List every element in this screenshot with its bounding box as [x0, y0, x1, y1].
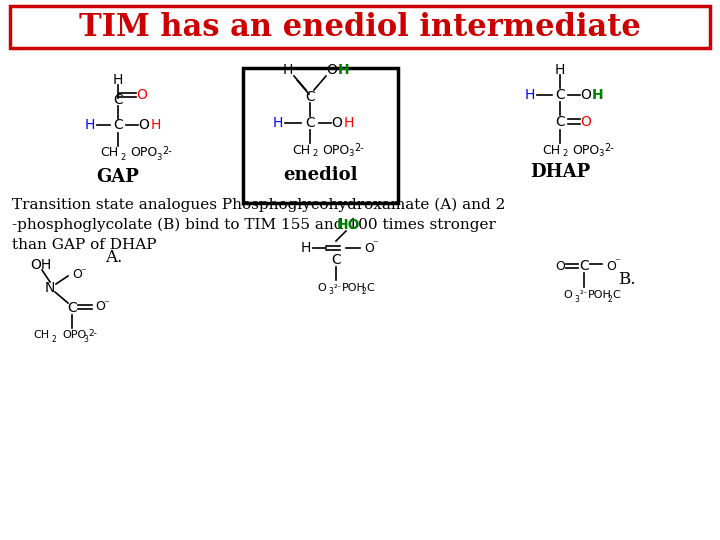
Text: OPO: OPO	[322, 144, 349, 157]
Text: O: O	[318, 283, 326, 293]
Text: O: O	[364, 241, 374, 254]
Text: 3: 3	[83, 334, 88, 343]
Text: H: H	[301, 241, 311, 255]
Text: H: H	[525, 88, 535, 102]
Text: POH: POH	[342, 283, 366, 293]
Text: 2: 2	[362, 287, 366, 296]
Text: 2: 2	[608, 294, 613, 303]
Text: 3: 3	[574, 294, 579, 303]
Text: H: H	[273, 116, 283, 130]
Text: TIM has an enediol intermediate: TIM has an enediol intermediate	[79, 11, 641, 43]
Text: 2-: 2-	[354, 143, 364, 153]
Text: 3: 3	[348, 150, 354, 159]
Text: GAP: GAP	[96, 168, 140, 186]
Text: H: H	[555, 63, 565, 77]
Text: ⁻: ⁻	[614, 257, 620, 267]
Text: O: O	[580, 115, 591, 129]
Text: CH: CH	[292, 144, 310, 157]
Text: B.: B.	[618, 272, 636, 288]
Text: Transition state analogues Phosphoglycohydroxamate (A) and 2: Transition state analogues Phosphoglycoh…	[12, 198, 505, 212]
Bar	[10, 6, 710, 48]
Text: C: C	[67, 301, 77, 315]
Text: C: C	[305, 116, 315, 130]
Text: C: C	[113, 118, 123, 132]
Text: C: C	[366, 283, 374, 293]
Text: than GAP of DHAP: than GAP of DHAP	[12, 238, 156, 252]
Text: 2-: 2-	[88, 328, 97, 338]
Text: 3: 3	[328, 287, 333, 296]
Text: O: O	[137, 88, 148, 102]
Text: CH: CH	[100, 146, 118, 159]
Text: ²⁻: ²⁻	[334, 284, 343, 293]
Text: H: H	[113, 73, 123, 87]
Text: 3: 3	[598, 150, 603, 159]
Text: O: O	[563, 290, 572, 300]
Text: C: C	[555, 88, 565, 102]
Text: C: C	[331, 253, 341, 267]
Text: 2: 2	[52, 334, 57, 343]
Text: CH: CH	[542, 144, 560, 157]
Text: O: O	[332, 116, 343, 130]
Text: C: C	[555, 115, 565, 129]
Text: O: O	[580, 88, 591, 102]
Text: H: H	[85, 118, 95, 132]
Text: C: C	[113, 93, 123, 107]
Text: C: C	[612, 290, 620, 300]
Text: HO: HO	[336, 218, 360, 232]
Text: ²⁻: ²⁻	[580, 291, 588, 300]
Text: H: H	[150, 118, 161, 132]
Text: O: O	[95, 300, 105, 314]
Text: DHAP: DHAP	[530, 163, 590, 181]
Text: H: H	[592, 88, 604, 102]
Text: ⁻: ⁻	[80, 267, 86, 277]
Text: POH: POH	[588, 290, 612, 300]
Text: ⁻: ⁻	[103, 299, 109, 309]
Text: OPO: OPO	[572, 144, 599, 157]
Text: A.: A.	[105, 249, 122, 267]
Text: C: C	[579, 259, 589, 273]
Text: CH: CH	[34, 330, 50, 340]
Text: H: H	[338, 63, 350, 77]
Text: OPO: OPO	[130, 146, 157, 159]
Text: O: O	[327, 63, 338, 77]
Text: 2-: 2-	[604, 143, 613, 153]
Text: O: O	[555, 260, 565, 273]
Text: O: O	[72, 268, 82, 281]
Text: 3: 3	[156, 152, 161, 161]
Text: OH: OH	[30, 258, 51, 272]
Text: H: H	[344, 116, 354, 130]
Text: N: N	[45, 281, 55, 295]
Text: C: C	[305, 90, 315, 104]
Text: 2: 2	[562, 150, 567, 159]
Text: enediol: enediol	[283, 166, 357, 184]
Text: ⁻: ⁻	[372, 239, 378, 249]
Text: OPO: OPO	[62, 330, 86, 340]
Text: 2: 2	[312, 150, 318, 159]
Text: O: O	[138, 118, 150, 132]
Text: -phosphoglycolate (B) bind to TIM 155 and 100 times stronger: -phosphoglycolate (B) bind to TIM 155 an…	[12, 218, 496, 232]
Text: O: O	[606, 260, 616, 273]
Bar	[243, 68, 398, 203]
Text: 2-: 2-	[162, 146, 172, 156]
Text: H: H	[283, 63, 293, 77]
Text: 2: 2	[120, 152, 125, 161]
